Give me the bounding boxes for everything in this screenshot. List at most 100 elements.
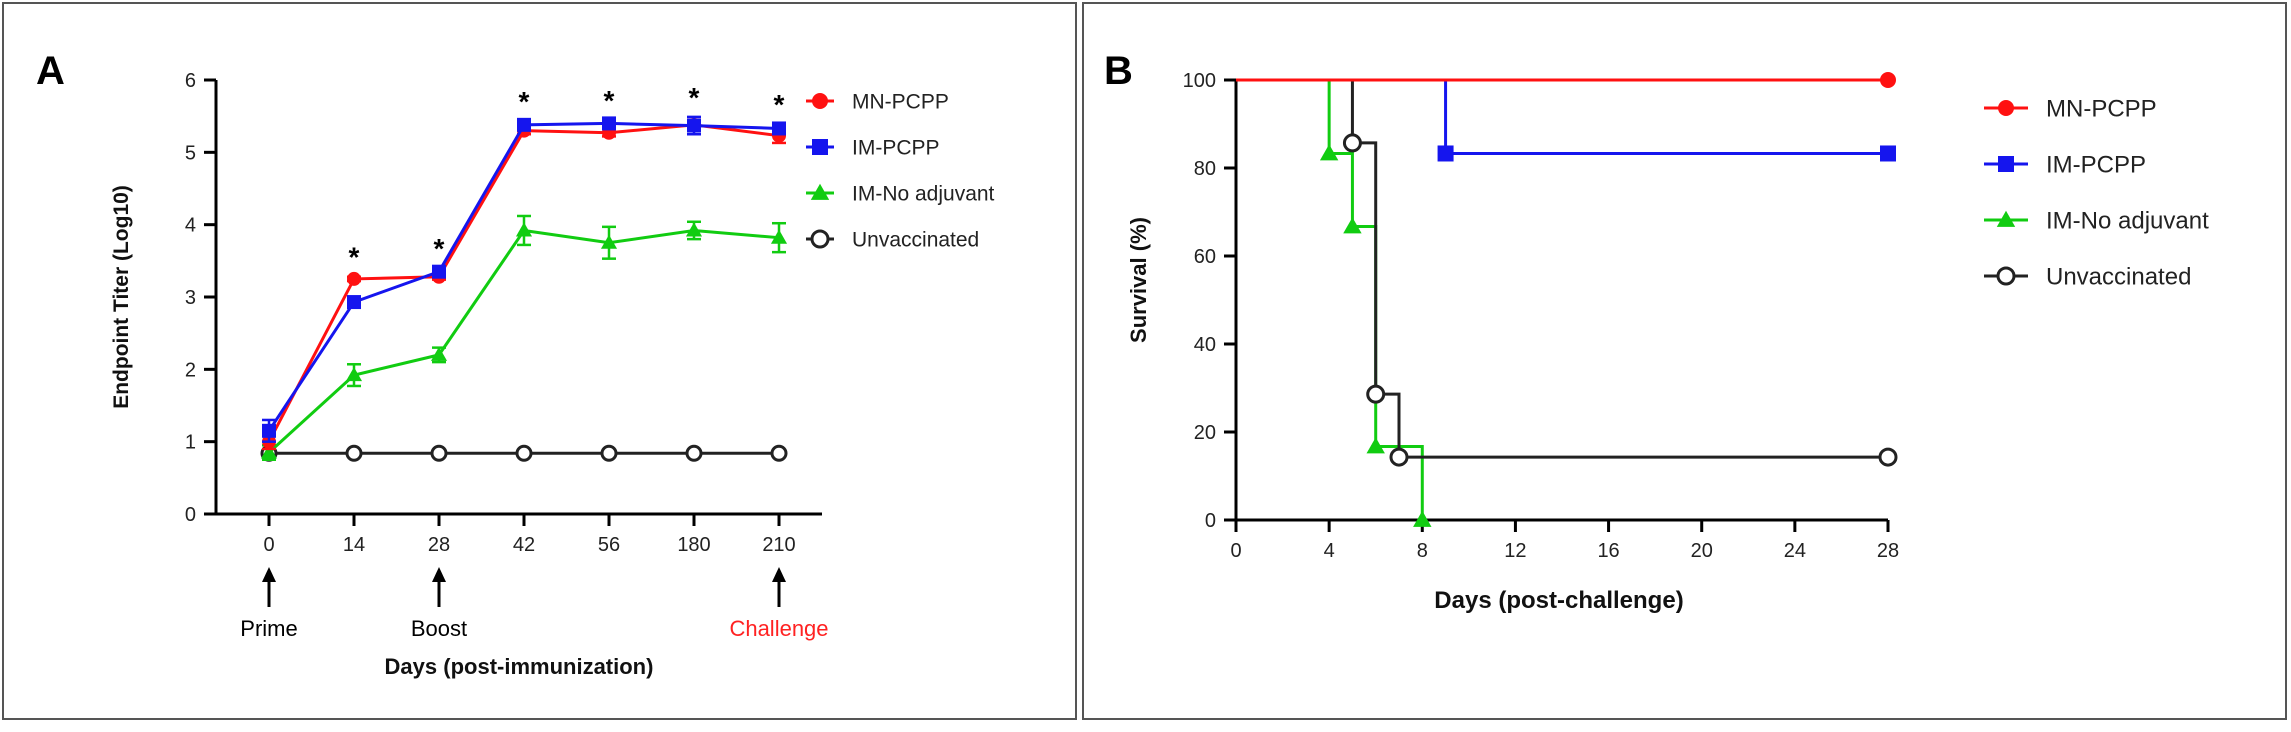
data-point-im-no-adjuvant	[345, 367, 363, 382]
data-point-im-pcpp	[687, 118, 701, 133]
x-tick-label: 8	[1417, 540, 1428, 562]
annotation-arrow-head	[262, 567, 276, 582]
data-point-unvaccinated	[515, 444, 533, 462]
data-point-mn-pcpp	[347, 271, 361, 286]
panel-a: A 0 1 2 3 4 5 6 0 14 28 42 56 180 210 Endpoint Titer (L…	[2, 2, 1077, 720]
data-point-im-pcpp	[347, 295, 361, 310]
data-point-im-no-adjuvant	[600, 234, 618, 249]
data-point-im-pcpp	[602, 116, 616, 131]
significance-star: *	[604, 85, 615, 116]
data-point-im-no-adjuvant	[1319, 144, 1339, 161]
chart-b: B 0 20 40 60 80 100 0 4 8 12 16 20 24 28 Survival (%) Da…	[1104, 49, 2209, 614]
legend-label-im-pcpp: IM-PCPP	[2046, 152, 2146, 179]
legend-marker-mn-pcpp	[812, 93, 828, 109]
data-point-im-pcpp	[1437, 145, 1454, 162]
y-axis-title: Endpoint Titer (Log10)	[110, 185, 133, 409]
x-tick-label: 4	[1324, 540, 1335, 562]
y-tick-label: 5	[185, 142, 196, 164]
x-tick-label: 42	[513, 534, 535, 556]
x-tick-label: 210	[762, 534, 795, 556]
x-tick-label: 56	[598, 534, 620, 556]
significance-star: *	[689, 82, 700, 113]
data-point-im-no-adjuvant	[1413, 510, 1432, 527]
legend-label-im-no-adjuvant: IM-No adjuvant	[852, 183, 995, 206]
data-point-unvaccinated	[1342, 133, 1362, 153]
legend-marker-unvaccinated	[1996, 266, 2016, 286]
legend-label-im-pcpp: IM-PCPP	[852, 137, 940, 160]
legend-marker-im-no-adjuvant	[1996, 210, 2016, 227]
y-tick-label: 2	[185, 359, 196, 381]
data-point-unvaccinated	[430, 444, 448, 462]
data-point-im-no-adjuvant	[1343, 217, 1362, 234]
data-point-unvaccinated	[345, 444, 363, 462]
x-tick-label: 180	[677, 534, 710, 556]
annotation-arrow-head	[432, 567, 446, 582]
x-tick-label: 0	[263, 534, 274, 556]
series-line-im-no-adjuvant	[267, 228, 780, 454]
x-tick-label: 0	[1230, 540, 1241, 562]
data-point-im-pcpp	[432, 264, 446, 279]
significance-star: *	[349, 242, 360, 273]
y-tick-label: 1	[185, 432, 196, 454]
legend-label-mn-pcpp: MN-PCPP	[852, 91, 949, 114]
x-tick-label: 28	[1877, 540, 1899, 562]
data-point-mn-pcpp	[1880, 72, 1896, 88]
annotation-boost: Boost	[411, 616, 467, 641]
survival-curve-im-pcpp	[1236, 78, 1888, 155]
survival-curve-unvaccinated	[1236, 78, 1888, 459]
data-point-im-no-adjuvant	[685, 222, 703, 237]
y-tick-label: 80	[1194, 158, 1216, 180]
data-point-im-no-adjuvant	[1366, 437, 1385, 454]
data-point-im-no-adjuvant	[260, 444, 278, 459]
y-tick-label: 40	[1194, 334, 1216, 356]
data-point-unvaccinated	[685, 444, 703, 462]
legend-marker-im-pcpp	[1998, 156, 2014, 172]
legend-label-unvaccinated: Unvaccinated	[852, 229, 979, 252]
significance-star: *	[434, 233, 445, 264]
legend-marker-unvaccinated	[810, 229, 830, 249]
data-point-unvaccinated	[600, 444, 618, 462]
annotation-challenge: Challenge	[729, 616, 828, 641]
data-point-unvaccinated	[770, 444, 788, 462]
y-tick-label: 6	[185, 70, 196, 92]
legend-label-mn-pcpp: MN-PCPP	[2046, 96, 2157, 123]
legend-label-im-no-adjuvant: IM-No adjuvant	[2046, 208, 2209, 235]
y-axis-title: Survival (%)	[1126, 217, 1151, 343]
annotation-arrow-head	[772, 567, 786, 582]
annotation-prime: Prime	[240, 616, 297, 641]
data-point-im-pcpp	[262, 423, 276, 438]
legend-marker-mn-pcpp	[1998, 100, 2014, 116]
legend-marker-im-no-adjuvant	[810, 183, 830, 200]
x-tick-label: 24	[1784, 540, 1806, 562]
data-point-unvaccinated	[1389, 447, 1409, 467]
y-tick-label: 4	[185, 215, 196, 237]
y-tick-label: 3	[185, 287, 196, 309]
y-tick-label: 100	[1183, 70, 1216, 92]
panel-label: B	[1104, 49, 1133, 93]
legend-label-unvaccinated: Unvaccinated	[2046, 264, 2191, 291]
y-tick-label: 60	[1194, 246, 1216, 268]
x-tick-label: 20	[1691, 540, 1713, 562]
data-point-unvaccinated	[1878, 447, 1898, 467]
data-point-im-no-adjuvant	[515, 222, 533, 237]
data-point-im-no-adjuvant	[430, 346, 448, 361]
panel-b: B 0 20 40 60 80 100 0 4 8 12 16 20 24 28 Survival (%) Da…	[1082, 2, 2287, 720]
x-tick-label: 12	[1504, 540, 1526, 562]
legend-marker-im-pcpp	[812, 139, 828, 155]
significance-star: *	[519, 86, 530, 117]
panel-label: A	[36, 49, 65, 93]
x-axis-title: Days (post-immunization)	[385, 654, 654, 679]
x-tick-label: 16	[1597, 540, 1619, 562]
significance-star: *	[774, 89, 785, 120]
x-tick-label: 28	[428, 534, 450, 556]
data-point-unvaccinated	[1366, 384, 1386, 404]
data-point-im-pcpp	[1880, 145, 1896, 162]
x-axis-title: Days (post-challenge)	[1434, 587, 1683, 614]
y-tick-label: 0	[1205, 510, 1216, 532]
y-tick-label: 20	[1194, 422, 1216, 444]
y-tick-label: 0	[185, 504, 196, 526]
x-tick-label: 14	[343, 534, 365, 556]
data-point-im-pcpp	[772, 121, 786, 136]
data-point-im-no-adjuvant	[770, 229, 788, 244]
